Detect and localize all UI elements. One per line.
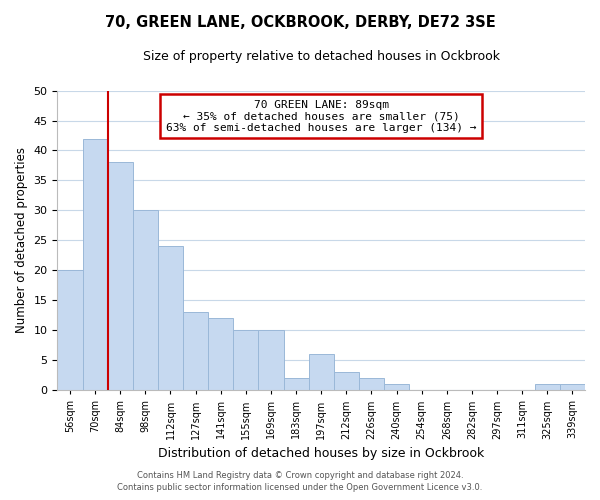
Bar — [58, 270, 83, 390]
Bar — [208, 318, 233, 390]
Title: Size of property relative to detached houses in Ockbrook: Size of property relative to detached ho… — [143, 50, 500, 63]
Bar — [308, 354, 334, 390]
Bar — [259, 330, 284, 390]
Bar — [535, 384, 560, 390]
Bar — [284, 378, 308, 390]
Bar — [133, 210, 158, 390]
Bar — [560, 384, 585, 390]
Text: 70, GREEN LANE, OCKBROOK, DERBY, DE72 3SE: 70, GREEN LANE, OCKBROOK, DERBY, DE72 3S… — [104, 15, 496, 30]
Bar — [359, 378, 384, 390]
Text: 70 GREEN LANE: 89sqm
← 35% of detached houses are smaller (75)
63% of semi-detac: 70 GREEN LANE: 89sqm ← 35% of detached h… — [166, 100, 476, 132]
Bar — [384, 384, 409, 390]
Bar — [107, 162, 133, 390]
Bar — [158, 246, 183, 390]
Y-axis label: Number of detached properties: Number of detached properties — [15, 148, 28, 334]
Bar — [334, 372, 359, 390]
Text: Contains HM Land Registry data © Crown copyright and database right 2024.
Contai: Contains HM Land Registry data © Crown c… — [118, 471, 482, 492]
Bar — [183, 312, 208, 390]
X-axis label: Distribution of detached houses by size in Ockbrook: Distribution of detached houses by size … — [158, 447, 484, 460]
Bar — [233, 330, 259, 390]
Bar — [83, 138, 107, 390]
